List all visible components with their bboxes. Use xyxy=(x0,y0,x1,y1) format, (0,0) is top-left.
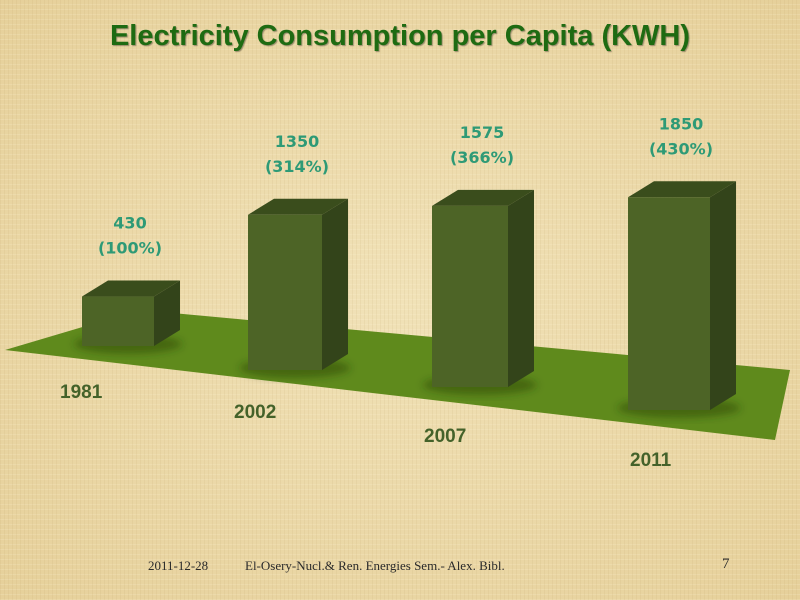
data-label-value: 1850 xyxy=(659,114,704,133)
category-label: 2007 xyxy=(424,426,466,447)
footer-text: El-Osery-Nucl.& Ren. Energies Sem.- Alex… xyxy=(245,558,505,573)
data-label-value: 430 xyxy=(113,214,146,233)
bar-front-face xyxy=(248,214,322,370)
bar-side-face xyxy=(508,189,534,387)
bar-2002 xyxy=(239,198,351,378)
bar-2011 xyxy=(617,181,741,418)
bar-1981 xyxy=(74,280,182,354)
data-label-value: 1350 xyxy=(275,132,320,151)
bar-side-face xyxy=(322,198,348,370)
data-label-value: 1575 xyxy=(460,123,505,142)
bar-2007 xyxy=(423,189,537,395)
labels-layer: 430 (100%) 1981 1350 (314%) 2002 1575 (366%) 200… xyxy=(60,114,713,471)
bar-front-face xyxy=(432,205,508,387)
bar-front-face xyxy=(82,296,154,346)
data-label-percent: (430%) xyxy=(649,139,713,158)
bar-side-face xyxy=(710,181,736,410)
data-label-percent: (100%) xyxy=(98,239,162,258)
slide-title: Electricity Consumption per Capita (KWH) xyxy=(109,20,691,52)
bar-side-face xyxy=(154,280,180,346)
bar-top-face xyxy=(248,198,348,215)
bars-layer xyxy=(74,181,741,418)
bar-top-face xyxy=(82,280,180,297)
data-label-percent: (314%) xyxy=(265,157,329,176)
bar-top-face xyxy=(432,189,534,206)
bar-front-face xyxy=(628,197,710,410)
data-label-percent: (366%) xyxy=(450,148,514,167)
category-label: 2011 xyxy=(630,450,672,471)
category-label: 2002 xyxy=(234,402,276,423)
footer-date: 2011-12-28 xyxy=(148,558,209,573)
chart-floor xyxy=(5,310,790,440)
category-label: 1981 xyxy=(60,382,103,403)
slide-number: 7 xyxy=(722,556,730,572)
bar-top-face xyxy=(628,181,736,198)
